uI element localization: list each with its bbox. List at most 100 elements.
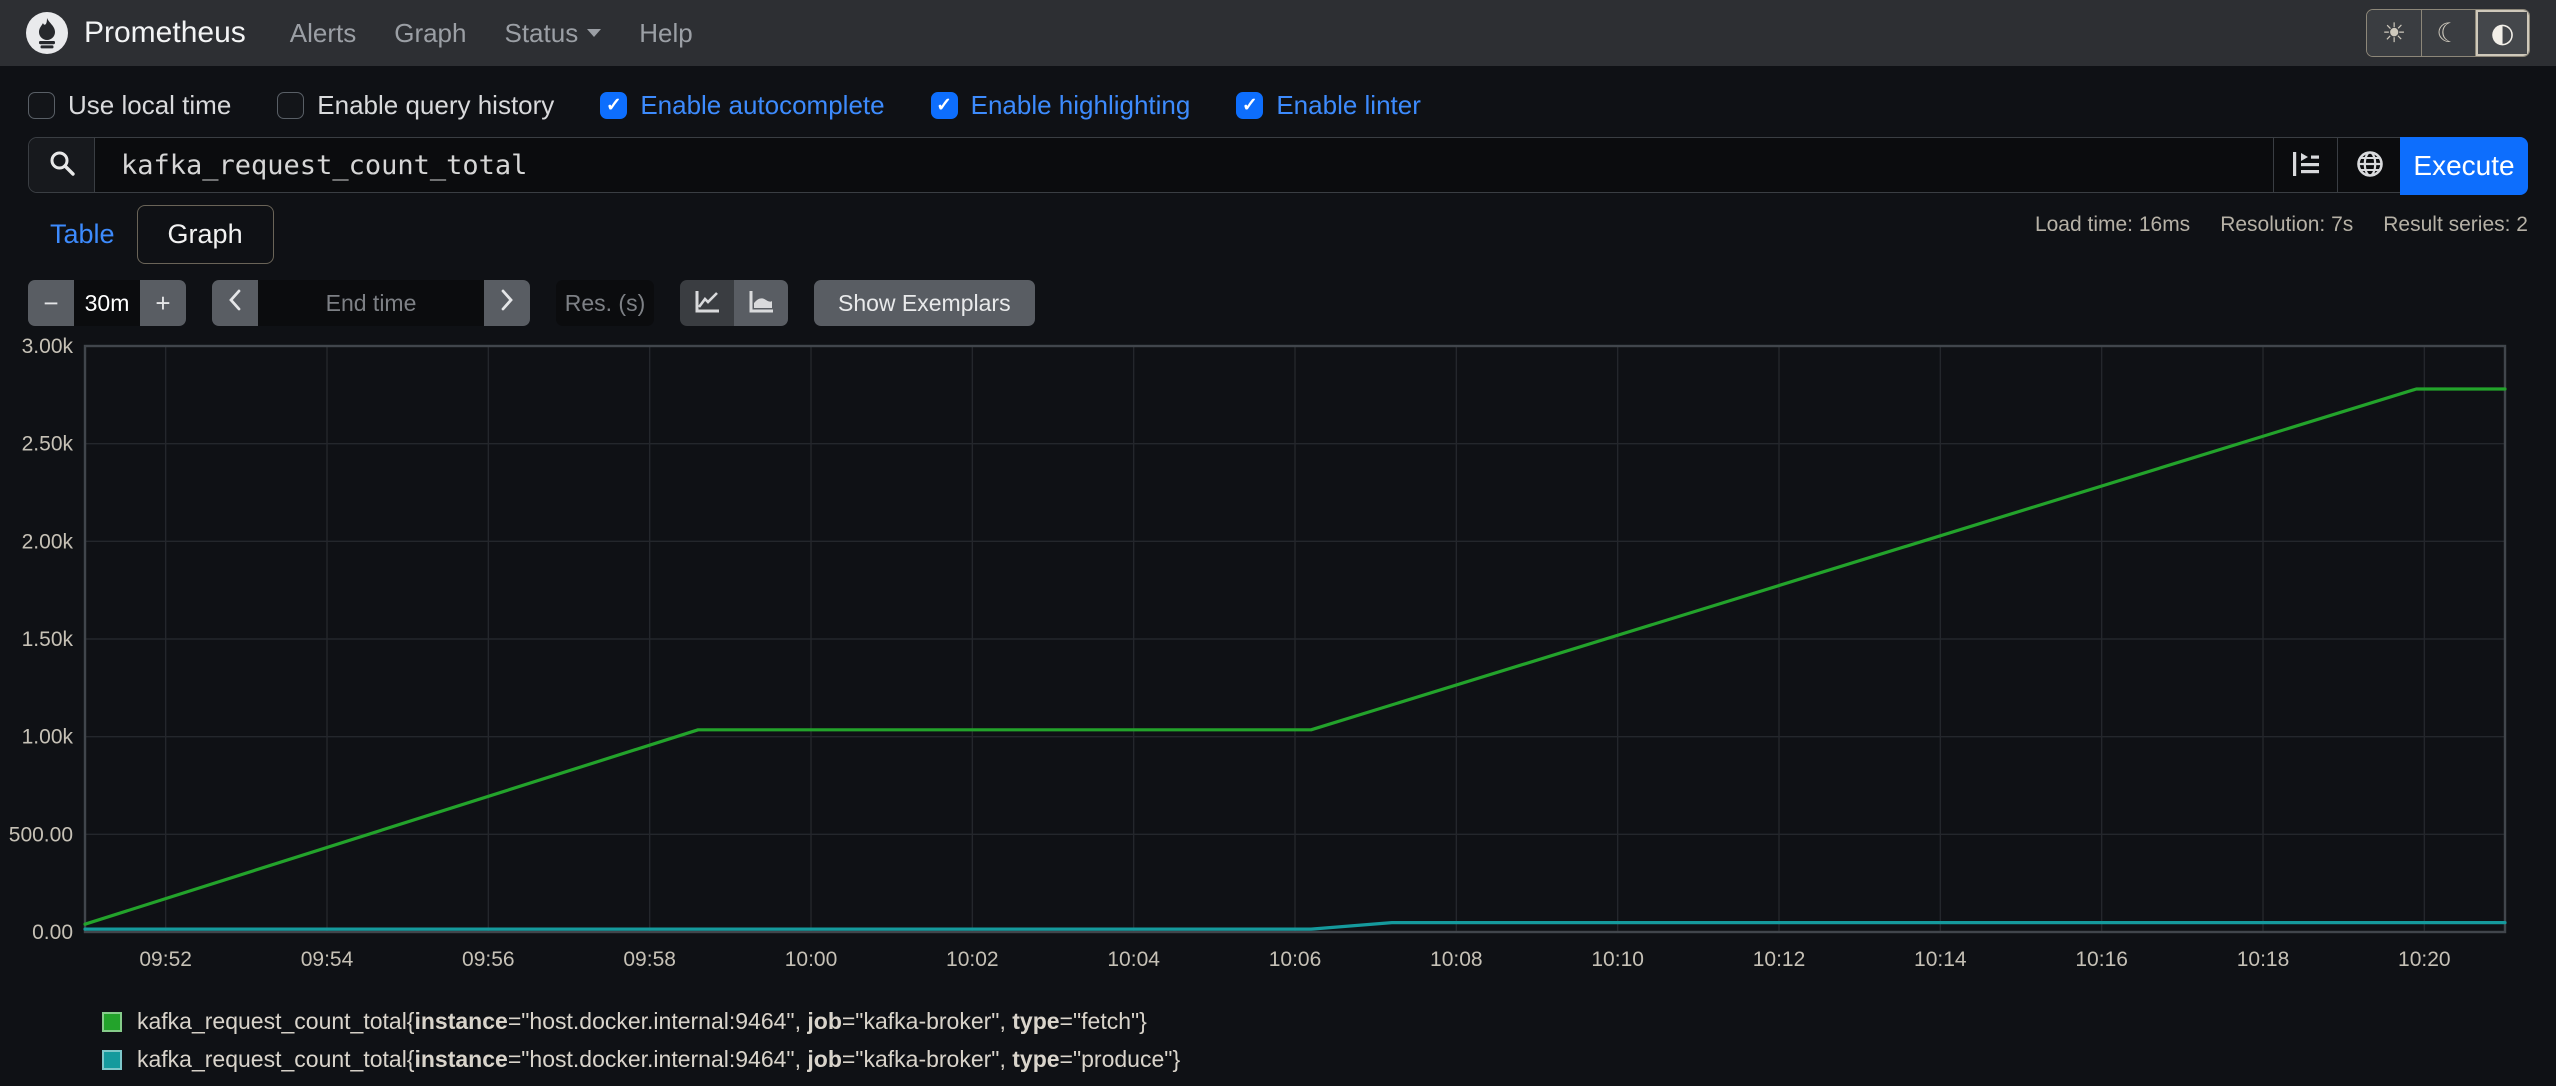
x-tick-label: 10:14 xyxy=(1914,948,1967,971)
range-input[interactable] xyxy=(74,280,140,326)
moon-icon: ☾ xyxy=(2436,17,2461,49)
result-tabs-row: Table Graph Load time: 16ms Resolution: … xyxy=(28,205,2528,264)
execute-button[interactable]: Execute xyxy=(2400,137,2528,195)
y-tick-label: 1.50k xyxy=(22,628,74,651)
metrics-explorer-icon xyxy=(2291,150,2321,181)
chart-canvas[interactable]: 0.00 500.00 1.00k 1.50k 2.00k 2.50k 3.00k 09:52… xyxy=(0,336,2556,988)
y-tick-label: 2.00k xyxy=(22,530,74,553)
y-tick-label: 0.00 xyxy=(32,921,73,944)
query-options-row: Use local time Enable query history Enable… xyxy=(0,66,2556,137)
legend-item-fetch[interactable]: kafka_request_count_total{instance="host… xyxy=(102,1008,2528,1035)
time-back-button[interactable] xyxy=(212,280,258,326)
sun-icon: ☀ xyxy=(2381,17,2407,49)
option-enable-linter[interactable]: Enable linter xyxy=(1236,90,1421,121)
option-enable-highlighting[interactable]: Enable highlighting xyxy=(930,90,1191,121)
series-label: kafka_request_count_total{instance="host… xyxy=(137,1046,1181,1072)
option-label: Enable autocomplete xyxy=(640,90,885,120)
range-input-group: − + xyxy=(28,280,186,326)
series-line xyxy=(83,387,2507,926)
option-use-local-time[interactable]: Use local time xyxy=(28,90,231,121)
resolution-input[interactable] xyxy=(556,280,654,326)
x-tick-label: 09:56 xyxy=(462,948,515,971)
increase-range-button[interactable]: + xyxy=(140,280,186,326)
nav-item-help[interactable]: Help xyxy=(639,17,693,48)
result-series-stat: Result series: 2 xyxy=(2383,213,2528,236)
circle-half-icon: ◐ xyxy=(2490,17,2515,49)
x-tick-label: 10:10 xyxy=(1591,948,1644,971)
checkbox-checked-icon[interactable] xyxy=(930,92,958,119)
query-bar: Execute xyxy=(28,137,2528,195)
theme-auto-button[interactable]: ◐ xyxy=(2475,10,2529,56)
theme-toggle-group: ☀ ☾ ◐ xyxy=(2366,9,2530,57)
chevron-right-icon xyxy=(498,288,516,319)
query-input[interactable] xyxy=(95,138,2273,192)
option-label: Enable linter xyxy=(1276,90,1421,120)
series-line xyxy=(83,920,2507,931)
x-tick-label: 10:00 xyxy=(785,948,838,971)
legend-item-produce[interactable]: kafka_request_count_total{instance="host… xyxy=(102,1046,2528,1073)
option-label: Use local time xyxy=(68,90,232,120)
series-label: kafka_request_count_total{instance="host… xyxy=(137,1008,1147,1034)
x-tick-label: 10:16 xyxy=(2075,948,2128,971)
prometheus-logo-icon[interactable] xyxy=(26,12,68,54)
navbar: Prometheus Alerts Graph Status Help ☀ ☾ ◐ xyxy=(0,0,2556,66)
end-time-input[interactable] xyxy=(258,280,484,326)
checkbox-checked-icon[interactable] xyxy=(1236,92,1264,119)
search-icon-box xyxy=(29,138,95,192)
x-tick-label: 10:04 xyxy=(1107,948,1160,971)
checkbox-checked-icon[interactable] xyxy=(600,92,628,119)
stacked-chart-toggle-button[interactable] xyxy=(734,280,788,326)
x-tick-label: 09:52 xyxy=(139,948,192,971)
show-exemplars-button[interactable]: Show Exemplars xyxy=(814,280,1035,326)
load-time-stat: Load time: 16ms xyxy=(2034,213,2191,236)
checkbox-unchecked-icon[interactable] xyxy=(28,92,55,119)
theme-light-button[interactable]: ☀ xyxy=(2367,10,2421,56)
resolution-stat: Resolution: 7s xyxy=(2220,213,2354,236)
query-globe-button[interactable] xyxy=(2337,138,2401,192)
y-tick-label: 3.00k xyxy=(22,336,74,358)
metrics-explorer-button[interactable] xyxy=(2273,138,2337,192)
y-tick-label: 1.00k xyxy=(22,726,74,749)
plot-border xyxy=(83,344,2507,934)
series-color-swatch xyxy=(102,1011,122,1032)
x-tick-label: 09:58 xyxy=(623,948,676,971)
x-tick-label: 09:54 xyxy=(301,948,354,971)
line-chart-toggle-button[interactable] xyxy=(680,280,734,326)
query-stats: Load time: 16ms Resolution: 7s Result se… xyxy=(2035,205,2528,237)
x-tick-label: 10:08 xyxy=(1430,948,1483,971)
x-tick-label: 10:02 xyxy=(946,948,999,971)
option-label: Enable query history xyxy=(317,90,555,120)
option-label: Enable highlighting xyxy=(970,90,1191,120)
tab-table[interactable]: Table xyxy=(50,219,115,249)
checkbox-unchecked-icon[interactable] xyxy=(277,92,305,119)
nav-item-graph[interactable]: Graph xyxy=(394,17,467,48)
option-enable-query-history[interactable]: Enable query history xyxy=(277,90,554,121)
chart-type-toggle xyxy=(680,280,788,326)
nav-item-alerts[interactable]: Alerts xyxy=(289,17,357,48)
option-enable-autocomplete[interactable]: Enable autocomplete xyxy=(600,90,885,121)
y-tick-label: 2.50k xyxy=(22,433,74,456)
x-tick-label: 10:12 xyxy=(1753,948,1806,971)
nav-links: Alerts Graph Status Help xyxy=(290,18,693,49)
time-forward-button[interactable] xyxy=(484,280,530,326)
stacked-chart-icon xyxy=(747,289,775,318)
decrease-range-button[interactable]: − xyxy=(28,280,74,326)
nav-item-status[interactable]: Status xyxy=(504,18,602,49)
chevron-down-icon xyxy=(587,29,602,37)
y-tick-label: 500.00 xyxy=(9,823,73,846)
legend: kafka_request_count_total{instance="host… xyxy=(102,1008,2528,1073)
brand-link[interactable]: Prometheus xyxy=(84,16,246,49)
x-tick-label: 10:20 xyxy=(2398,948,2451,971)
end-time-group xyxy=(212,280,530,326)
line-chart-icon xyxy=(693,289,721,318)
x-tick-label: 10:18 xyxy=(2237,948,2290,971)
series-color-swatch xyxy=(102,1049,122,1070)
tab-graph[interactable]: Graph xyxy=(136,205,274,264)
globe-icon xyxy=(2355,149,2385,182)
search-icon xyxy=(48,149,76,182)
chart[interactable]: 0.00 500.00 1.00k 1.50k 2.00k 2.50k 3.00k 09:52… xyxy=(0,336,2556,988)
theme-dark-button[interactable]: ☾ xyxy=(2421,10,2475,56)
x-tick-label: 10:06 xyxy=(1269,948,1322,971)
chevron-left-icon xyxy=(226,288,244,319)
